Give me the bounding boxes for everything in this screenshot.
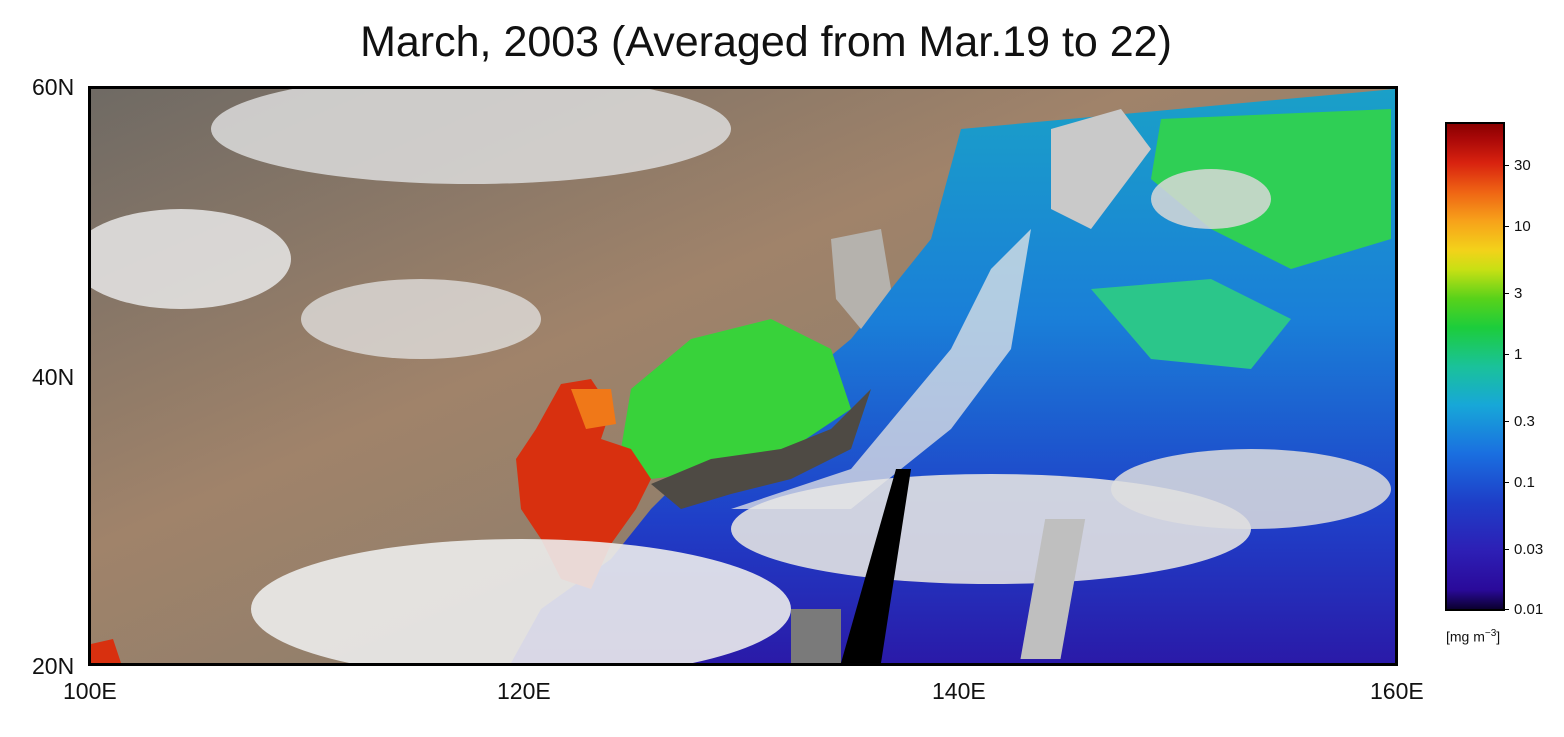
colorbar-unit: [mg m−3]: [1446, 628, 1500, 645]
colorbar: [1445, 122, 1505, 611]
colorbar-tick-0.03: [1503, 549, 1509, 550]
colorbar-tick-0.3: [1503, 421, 1509, 422]
ocean-orange-bohai: [571, 389, 616, 429]
cloud-center: [301, 279, 541, 359]
colorbar-label-0.3: 0.3: [1514, 413, 1535, 430]
cloud-northeast: [1151, 169, 1271, 229]
ocean-red-coastal: [516, 379, 651, 589]
colorbar-label-3: 3: [1514, 285, 1523, 302]
lat-label-60n: 60N: [32, 74, 75, 100]
cloud-west: [91, 209, 291, 309]
colorbar-tick-30: [1503, 165, 1509, 166]
cloud-south: [251, 539, 791, 663]
cloud-north: [211, 89, 731, 184]
ocean-green-east: [1091, 279, 1291, 369]
colorbar-label-0.01: 0.01: [1514, 601, 1544, 618]
colorbar-label-10: 10: [1514, 218, 1531, 235]
colorbar-tick-0.01: [1503, 609, 1509, 610]
colorbar-unit-exponent: −3: [1484, 628, 1497, 639]
lon-label-140e: 140E: [932, 678, 986, 704]
ocean-red-corner: [91, 639, 121, 663]
colorbar-label-0.1: 0.1: [1514, 474, 1535, 491]
ocean-green-yellowsea: [621, 319, 851, 479]
land-kamchatka: [1051, 109, 1151, 229]
lon-label-120e: 120E: [497, 678, 551, 704]
gap-stripe-1: [1020, 519, 1086, 659]
colorbar-label-30: 30: [1514, 157, 1531, 174]
lat-label-40n: 40N: [32, 364, 75, 390]
colorbar-tick-3: [1503, 293, 1509, 294]
colorbar-tick-1: [1503, 354, 1509, 355]
gap-stripe-2: [791, 609, 841, 663]
land-japan: [651, 389, 871, 509]
lat-label-20n: 20N: [32, 653, 75, 679]
chart-title: March, 2003 (Averaged from Mar.19 to 22): [360, 18, 1172, 66]
no-data-wedge: [841, 469, 911, 663]
colorbar-unit-suffix: ]: [1496, 628, 1501, 645]
chlorophyll-map: [91, 89, 1395, 663]
colorbar-unit-prefix: [mg m: [1446, 628, 1485, 645]
land-hokkaido: [831, 229, 891, 329]
colorbar-label-0.03: 0.03: [1514, 541, 1544, 558]
cloud-pacific-east: [1111, 449, 1391, 529]
lon-label-100e: 100E: [63, 678, 117, 704]
map-frame: [88, 86, 1398, 666]
lon-label-160e: 160E: [1370, 678, 1424, 704]
colorbar-tick-10: [1503, 226, 1509, 227]
cloud-band-japan: [731, 229, 1031, 509]
colorbar-label-1: 1: [1514, 346, 1523, 363]
colorbar-tick-0.1: [1503, 482, 1509, 483]
